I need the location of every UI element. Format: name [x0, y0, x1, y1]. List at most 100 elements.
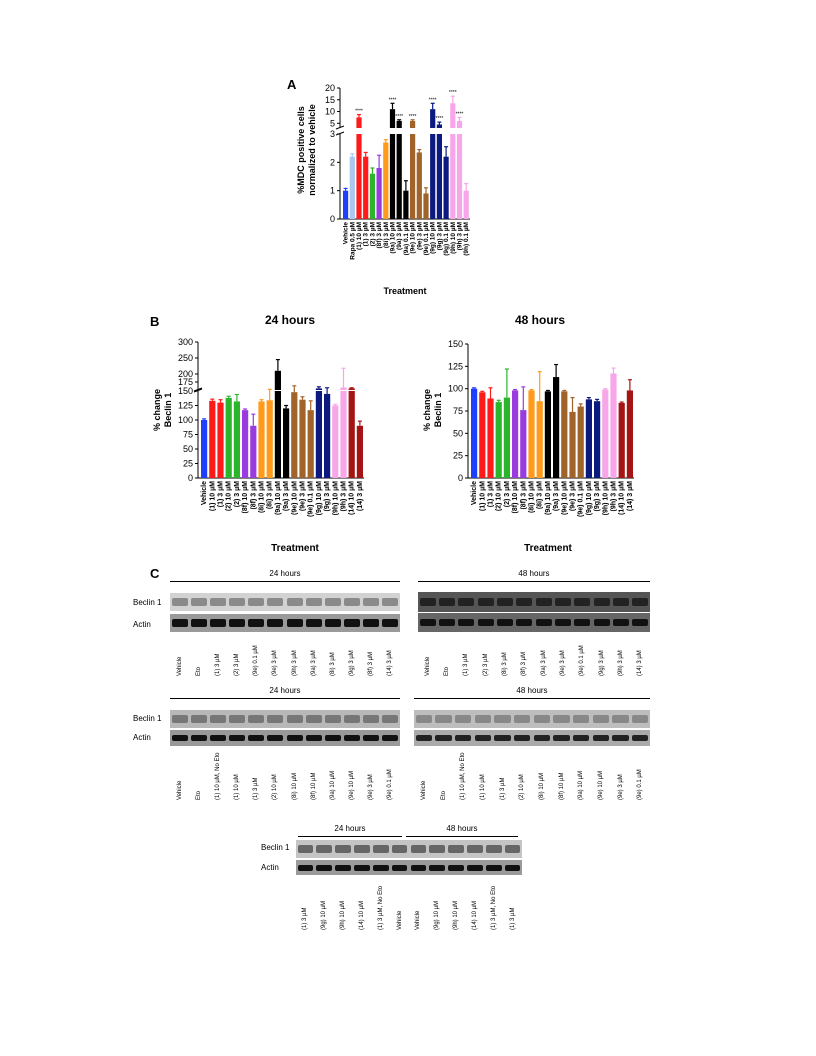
- category-label: (1) 3 µM: [218, 481, 225, 507]
- category-label: (9e) 3 µM: [416, 222, 423, 250]
- bar-break-gap: [409, 128, 417, 134]
- blot3-lane-label: (1) 3 µM: [302, 907, 309, 930]
- category-label: (8i) 3 µM: [383, 222, 390, 248]
- blot-band: [554, 618, 572, 627]
- blot1-24h-lane-label: (2) 3 µM: [234, 653, 241, 676]
- blot-band: [248, 619, 265, 627]
- blot-band: [305, 734, 322, 742]
- row-label-beclin: Beclin 1: [133, 598, 162, 607]
- axis-break-mark: [335, 125, 345, 130]
- blot2-48h-lane-label: (8f) 10 µM: [558, 772, 565, 800]
- bar-13: [569, 411, 576, 478]
- category-label: (8i) 10 µM: [529, 481, 536, 513]
- y-tick-label: 0: [330, 214, 335, 224]
- bar-6: [242, 410, 249, 478]
- bar-2: [209, 400, 216, 478]
- bar-15: [315, 388, 322, 478]
- category-label: (8f) 3 µM: [250, 481, 257, 510]
- blot-band: [485, 845, 502, 853]
- blot-band: [190, 598, 207, 606]
- blot1-48h-lane-label: (8f) 3 µM: [521, 651, 528, 676]
- blot-band: [171, 598, 188, 606]
- blot-band: [494, 734, 511, 742]
- blot2-48h-lane-label: (9e) 0.1 µM: [637, 769, 644, 800]
- blot-band: [391, 845, 408, 853]
- blot3-lane-label: (9h) 10 µM: [453, 900, 460, 930]
- bar-9: [536, 401, 543, 478]
- category-label: (9h) 3 µM: [341, 481, 348, 512]
- blot-band: [324, 619, 341, 627]
- y-tick-label: 200: [178, 369, 193, 379]
- blot3-header-48h-line: [406, 836, 518, 837]
- y-tick-label: 50: [453, 428, 463, 438]
- blot-band: [209, 598, 226, 606]
- significance-label: ****: [436, 116, 444, 122]
- bar-3: [487, 398, 494, 478]
- blot1-48h-lane-label: (2) 3 µM: [482, 653, 489, 676]
- blot-band: [496, 598, 514, 606]
- blot-band: [229, 734, 246, 742]
- y-axis-label: Beclin 1: [433, 393, 443, 428]
- blot-band: [574, 598, 591, 606]
- blot1-24h-lane-label: (1) 3 µM: [214, 653, 221, 676]
- category-label: (9e) 0.1 µM: [423, 222, 430, 255]
- significance-label: ****: [449, 90, 457, 96]
- blot-band: [454, 715, 472, 723]
- category-label: (8f) 10 µM: [242, 481, 249, 514]
- bar-14: [430, 109, 436, 219]
- axis-break-mark: [193, 387, 203, 392]
- blot-band: [429, 845, 446, 853]
- blot2-header-48h: 48 hours: [516, 686, 548, 695]
- bar-7: [520, 410, 527, 478]
- row-label-actin: Actin: [261, 863, 279, 872]
- blot-band: [535, 618, 552, 627]
- bar-break-gap: [339, 390, 348, 391]
- blot-band: [504, 845, 521, 853]
- blot-band: [632, 598, 649, 606]
- category-label: (2) 3 µM: [504, 481, 511, 507]
- bar-break-gap: [273, 390, 282, 391]
- blot-band: [382, 715, 399, 723]
- blot-band: [631, 715, 649, 723]
- blot2-24h-lane-label: Eto: [195, 790, 202, 800]
- blot-band: [477, 598, 494, 606]
- blot3-lane-label: (14) 10 µM: [358, 900, 365, 930]
- category-label: (1) 10 µM: [209, 481, 216, 511]
- blot2-48h-lane-label: (1) 3 µM: [499, 777, 506, 800]
- row-label-actin: Actin: [133, 733, 151, 742]
- bar-8: [389, 109, 396, 219]
- blot-band: [190, 715, 207, 723]
- blot-band: [593, 598, 610, 606]
- bar-1: [471, 388, 478, 478]
- bar-4: [225, 397, 232, 478]
- blot-band: [535, 598, 552, 606]
- blot1-48h-lane-label: (9a) 3 µM: [540, 650, 547, 676]
- bar-17: [602, 389, 609, 478]
- blot-band: [438, 598, 456, 606]
- bar-3: [217, 402, 224, 478]
- x-axis-label: Treatment: [383, 286, 426, 296]
- category-label: (9h) 10 µM: [332, 481, 339, 516]
- bar-14: [577, 406, 584, 478]
- bar-4: [363, 156, 369, 219]
- category-label: (9h) 10 µM: [450, 222, 457, 254]
- category-label: (2) 3 µM: [369, 222, 376, 246]
- blot1-header-48h: 48 hours: [518, 569, 550, 578]
- category-label: (9g) 10 µM: [586, 481, 593, 516]
- category-label: (9g) 3 µM: [594, 481, 601, 512]
- y-tick-label: 50: [183, 444, 193, 454]
- blot-band: [513, 734, 531, 742]
- category-label: Vehicle: [343, 222, 350, 245]
- blot-band: [592, 734, 610, 742]
- y-tick-label: 150: [178, 386, 193, 396]
- blot3-lane-label: (9g) 10 µM: [434, 900, 441, 930]
- blot-band: [454, 734, 472, 742]
- blot3-lane-label: (1) 3 µM, No Eto: [490, 885, 497, 930]
- blot3-header-24h: 24 hours: [334, 824, 366, 833]
- blot2-header-48h-line: [414, 698, 650, 699]
- category-label: (9h) 10 µM: [602, 481, 609, 516]
- category-label: (9h) 3 µM: [457, 222, 464, 250]
- blot2-beclin-24h: [170, 710, 400, 728]
- y-axis-label: % change: [422, 389, 432, 431]
